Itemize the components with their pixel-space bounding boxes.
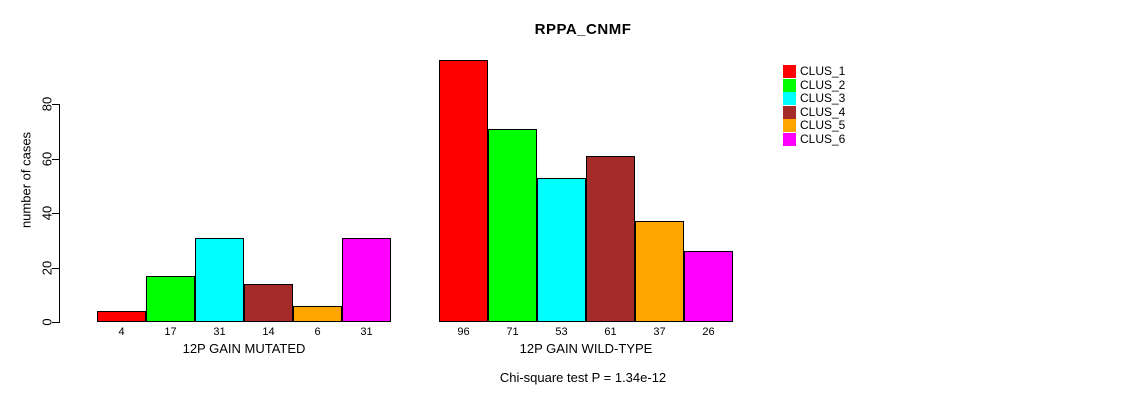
bar-value-label: 96 [457,326,470,338]
group-label: 12P GAIN WILD-TYPE [519,341,653,356]
legend-label: CLUS_5 [800,118,846,132]
y-tick-mark [52,268,59,269]
bar-value-label: 31 [213,326,226,338]
bar-value-label: 6 [314,326,321,338]
bar [488,129,537,322]
y-tick-label: 80 [39,96,55,112]
bar-value-label: 26 [702,326,715,338]
y-tick-mark [52,159,59,160]
bar-value-label: 71 [506,326,519,338]
y-tick-label: 0 [39,318,55,326]
legend-swatch [783,106,796,119]
y-tick-label: 20 [39,260,55,275]
legend-label: CLUS_1 [800,64,846,78]
y-tick-label: 60 [39,151,55,166]
bar-value-label: 4 [118,326,125,338]
legend-swatch [783,119,796,132]
bar-value-label: 31 [360,326,373,338]
bar [97,311,146,322]
chi-square-footnote: Chi-square test P = 1.34e-12 [499,370,667,385]
bar-value-label: 14 [262,326,275,338]
bar [439,60,488,322]
y-axis-label: number of cases [18,131,34,229]
bar-value-label: 53 [555,326,568,338]
bar [586,156,635,322]
bar [146,276,195,322]
bar [293,306,342,322]
legend-swatch [783,79,796,92]
bar [537,178,586,322]
y-tick-mark [52,322,59,323]
y-axis-line [59,104,60,323]
bar [195,238,244,322]
bar [635,221,684,322]
bar [684,251,733,322]
bar-value-label: 37 [653,326,666,338]
y-tick-label: 40 [39,205,55,221]
group-label: 12P GAIN MUTATED [182,341,306,356]
legend-label: CLUS_4 [800,105,846,119]
legend-label: CLUS_6 [800,132,846,146]
y-tick-mark [52,213,59,214]
chart-title: RPPA_CNMF [534,21,632,38]
legend-swatch [783,65,796,78]
legend-swatch [783,133,796,146]
bar-value-label: 61 [604,326,617,338]
legend-label: CLUS_2 [800,78,846,92]
bar [244,284,293,322]
legend-label: CLUS_3 [800,91,846,105]
bar [342,238,391,322]
legend-swatch [783,92,796,105]
bar-value-label: 17 [164,326,177,338]
y-tick-mark [52,104,59,105]
